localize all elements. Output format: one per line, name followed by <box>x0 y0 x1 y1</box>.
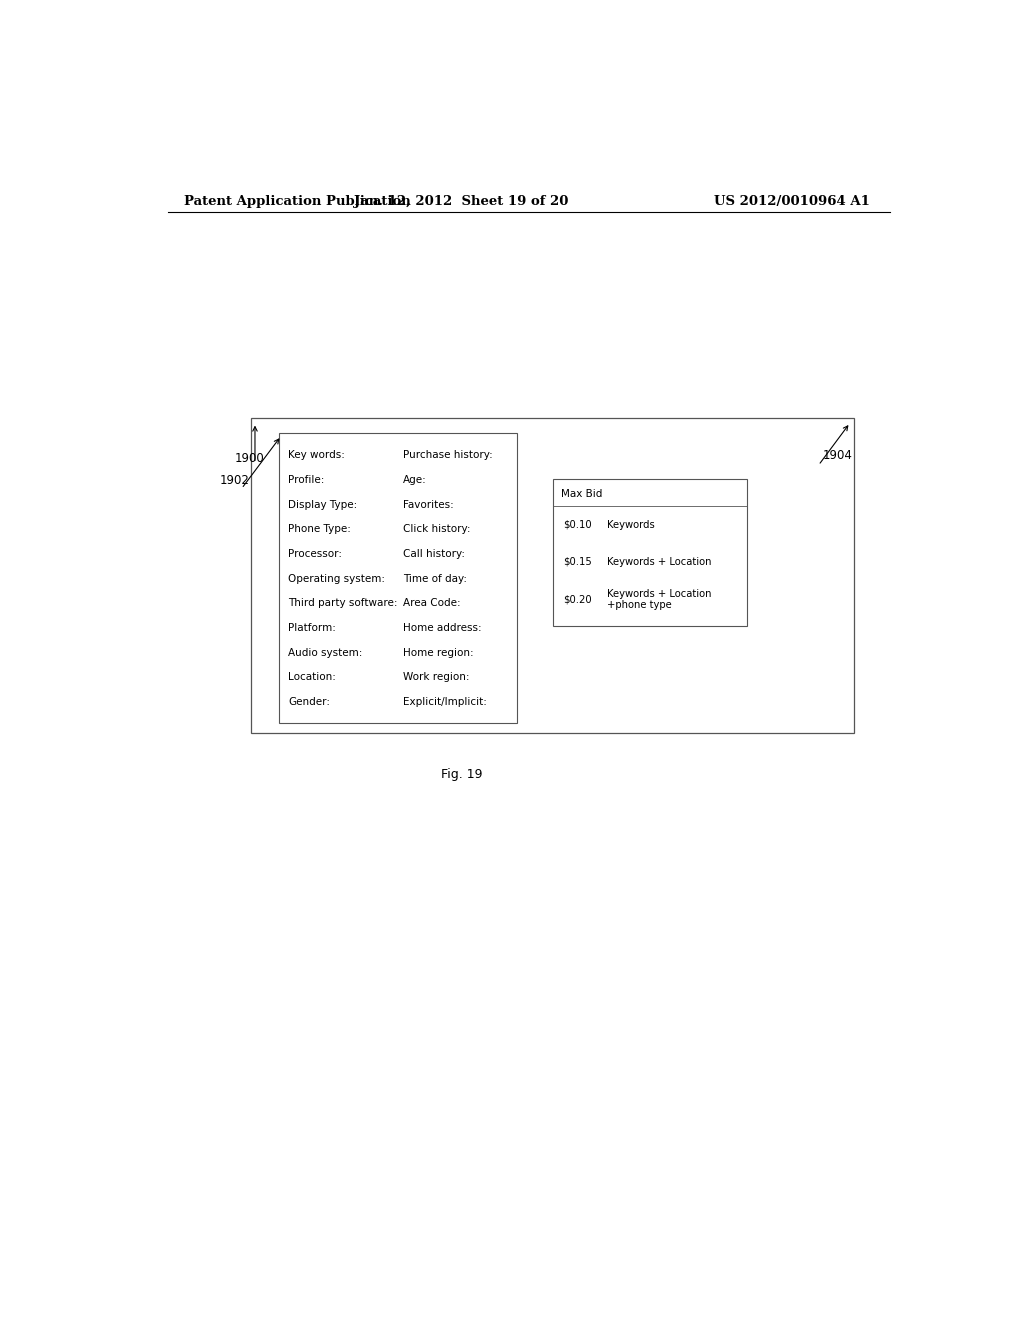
Text: 1900: 1900 <box>236 451 265 465</box>
Text: Age:: Age: <box>402 475 426 484</box>
Text: Keywords: Keywords <box>606 520 654 529</box>
Text: Fig. 19: Fig. 19 <box>440 768 482 781</box>
Text: Explicit/Implicit:: Explicit/Implicit: <box>402 697 486 708</box>
Text: Phone Type:: Phone Type: <box>289 524 351 535</box>
Text: Third party software:: Third party software: <box>289 598 397 609</box>
Text: 1904: 1904 <box>822 449 852 462</box>
Text: $0.15: $0.15 <box>563 557 592 566</box>
Bar <box>251 417 854 733</box>
Text: Location:: Location: <box>289 672 336 682</box>
Text: Operating system:: Operating system: <box>289 574 385 583</box>
Text: Display Type:: Display Type: <box>289 500 357 510</box>
Text: Keywords + Location
+phone type: Keywords + Location +phone type <box>606 589 711 610</box>
Text: Gender:: Gender: <box>289 697 331 708</box>
Text: US 2012/0010964 A1: US 2012/0010964 A1 <box>714 194 870 207</box>
Text: Processor:: Processor: <box>289 549 342 558</box>
Bar <box>553 479 748 626</box>
Text: Area Code:: Area Code: <box>402 598 460 609</box>
Text: Profile:: Profile: <box>289 475 325 484</box>
Text: Platform:: Platform: <box>289 623 336 634</box>
Text: Key words:: Key words: <box>289 450 345 461</box>
Text: Purchase history:: Purchase history: <box>402 450 493 461</box>
Text: Jan. 12, 2012  Sheet 19 of 20: Jan. 12, 2012 Sheet 19 of 20 <box>354 194 568 207</box>
Text: Time of day:: Time of day: <box>402 574 467 583</box>
Bar <box>279 433 517 722</box>
Text: Home address:: Home address: <box>402 623 481 634</box>
Text: Favorites:: Favorites: <box>402 500 454 510</box>
Text: Audio system:: Audio system: <box>289 648 362 657</box>
Text: $0.10: $0.10 <box>563 520 592 529</box>
Text: Work region:: Work region: <box>402 672 469 682</box>
Text: Call history:: Call history: <box>402 549 465 558</box>
Text: 1902: 1902 <box>219 474 249 487</box>
Text: Keywords + Location: Keywords + Location <box>606 557 711 566</box>
Text: Click history:: Click history: <box>402 524 470 535</box>
Text: $0.20: $0.20 <box>563 594 592 605</box>
Text: Patent Application Publication: Patent Application Publication <box>183 194 411 207</box>
Text: Max Bid: Max Bid <box>560 488 602 499</box>
Text: Home region:: Home region: <box>402 648 473 657</box>
